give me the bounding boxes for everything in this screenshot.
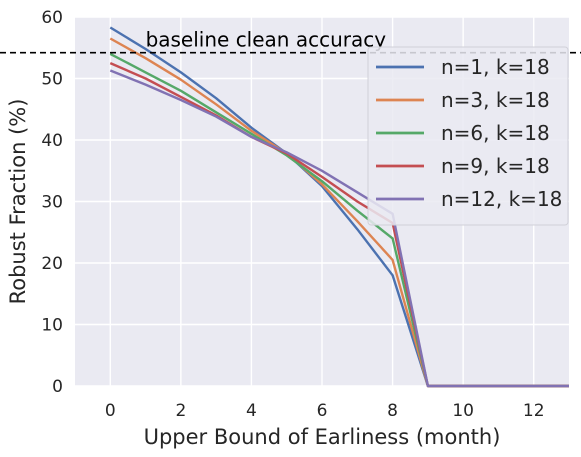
series-line-5 [109, 69, 569, 388]
legend-label-4: n=9, k=18 [441, 154, 550, 178]
x-tick-label: 2 [175, 401, 186, 421]
y-tick-label: 50 [41, 70, 63, 90]
x-tick-label: 0 [105, 401, 116, 421]
legend-label-3: n=6, k=18 [441, 121, 550, 145]
baseline-label: baseline clean accuracy [146, 28, 387, 52]
legend-box [367, 46, 569, 226]
x-axis-label: Upper Bound of Earliness (month) [144, 425, 501, 449]
x-tick-label: 4 [246, 401, 257, 421]
x-tick-label: 10 [452, 401, 474, 421]
y-tick-label: 0 [52, 377, 63, 397]
legend-label-1: n=1, k=18 [441, 55, 550, 79]
legend-label-2: n=3, k=18 [441, 88, 550, 112]
y-tick-label: 60 [41, 8, 63, 28]
y-tick-label: 10 [41, 316, 63, 336]
y-tick-label: 30 [41, 193, 63, 213]
y-tick-label: 20 [41, 254, 63, 274]
x-tick-label: 12 [523, 401, 545, 421]
x-tick-label: 6 [317, 401, 328, 421]
y-tick-label: 40 [41, 131, 63, 151]
legend-label-5: n=12, k=18 [441, 187, 562, 211]
y-axis-label: Robust Fraction (%) [6, 99, 30, 305]
x-tick-label: 8 [387, 401, 398, 421]
